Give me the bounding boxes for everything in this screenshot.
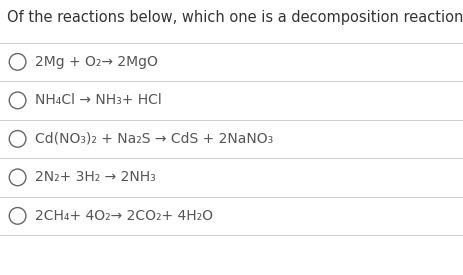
Text: NH₄Cl → NH₃+ HCl: NH₄Cl → NH₃+ HCl (35, 94, 162, 107)
Text: 2Mg + O₂→ 2MgO: 2Mg + O₂→ 2MgO (35, 55, 157, 69)
Text: Of the reactions below, which one is a decomposition reaction?: Of the reactions below, which one is a d… (7, 10, 463, 25)
Text: 2CH₄+ 4O₂→ 2CO₂+ 4H₂O: 2CH₄+ 4O₂→ 2CO₂+ 4H₂O (35, 209, 213, 223)
Text: Cd(NO₃)₂ + Na₂S → CdS + 2NaNO₃: Cd(NO₃)₂ + Na₂S → CdS + 2NaNO₃ (35, 132, 273, 146)
Text: 2N₂+ 3H₂ → 2NH₃: 2N₂+ 3H₂ → 2NH₃ (35, 170, 156, 184)
